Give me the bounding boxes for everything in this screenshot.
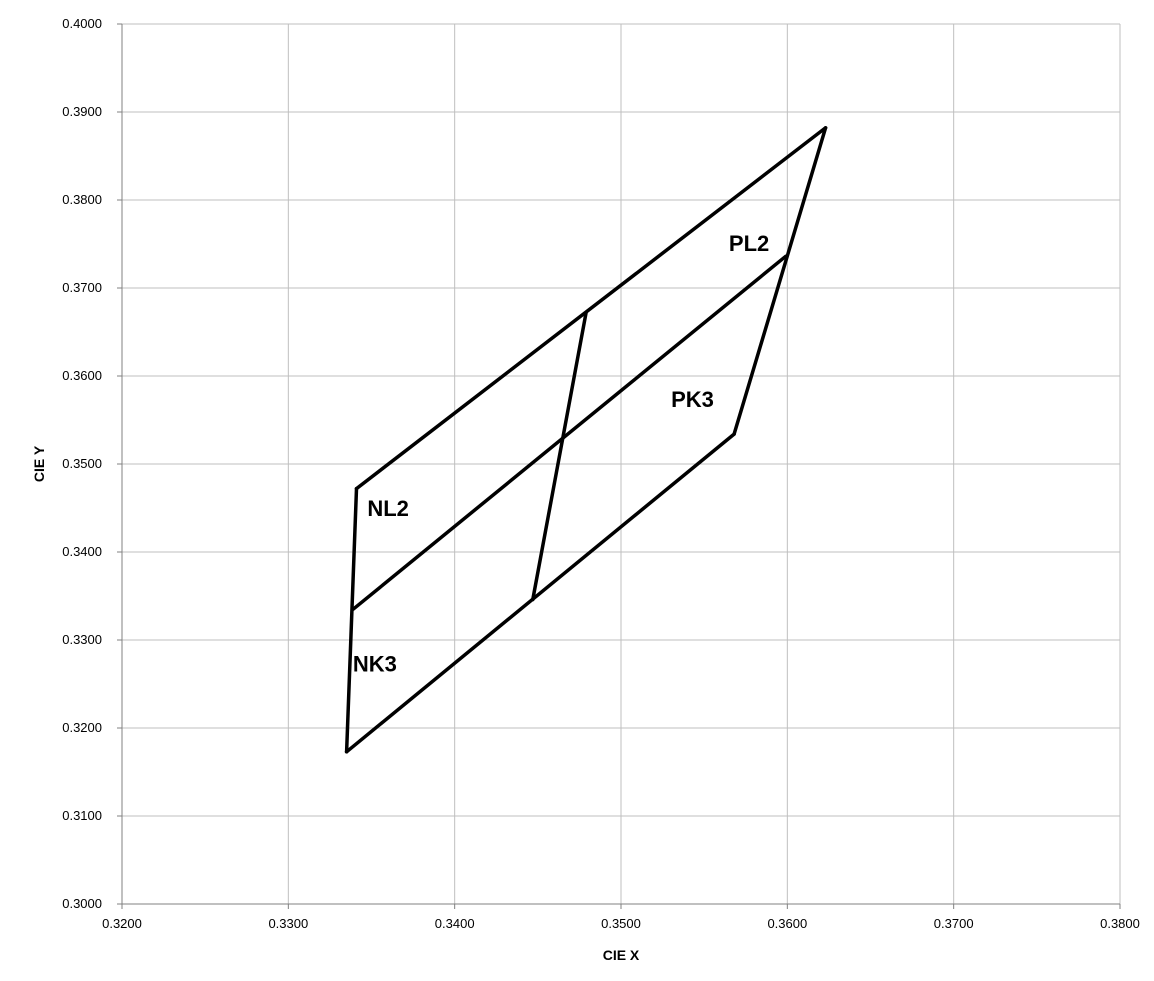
y-tick-label: 0.3200 [62,720,102,735]
y-tick-label: 0.3000 [62,896,102,911]
x-tick-label: 0.3600 [767,916,807,931]
y-axis-title: CIE Y [31,445,47,482]
y-tick-label: 0.3800 [62,192,102,207]
y-tick-label: 0.3900 [62,104,102,119]
region-labels: PL2 PK3 NL2 NK3 [353,231,769,677]
bin-boundary-line [344,486,359,754]
bin-boundary-line [344,432,736,754]
bin-boundary-line [351,254,788,611]
y-tick-label: 0.3100 [62,808,102,823]
y-tick-label: 0.4000 [62,16,102,31]
y-tick-label: 0.3500 [62,456,102,471]
x-tick-label: 0.3800 [1100,916,1140,931]
bin-boundary-line [531,310,588,602]
x-tick-label: 0.3300 [268,916,308,931]
x-axis-title: CIE X [603,947,640,963]
y-tick-label: 0.3700 [62,280,102,295]
region-label-nl2: NL2 [367,496,409,521]
tick-labels: 0.3200 0.3300 0.3400 0.3500 0.3600 0.3700 0.38… [62,16,1140,931]
y-tick-label: 0.3300 [62,632,102,647]
y-tick-label: 0.3400 [62,544,102,559]
y-tick-label: 0.3600 [62,368,102,383]
region-label-pk3: PK3 [671,387,714,412]
bin-boundary-line [354,126,828,491]
bin-boundary-line [732,126,828,436]
x-tick-label: 0.3500 [601,916,641,931]
data-lines [344,126,828,754]
grid-lines [117,23,1121,909]
x-tick-label: 0.3700 [934,916,974,931]
region-label-nk3: NK3 [353,652,397,677]
region-label-pl2: PL2 [729,231,769,256]
x-tick-label: 0.3400 [435,916,475,931]
x-tick-label: 0.3200 [102,916,142,931]
